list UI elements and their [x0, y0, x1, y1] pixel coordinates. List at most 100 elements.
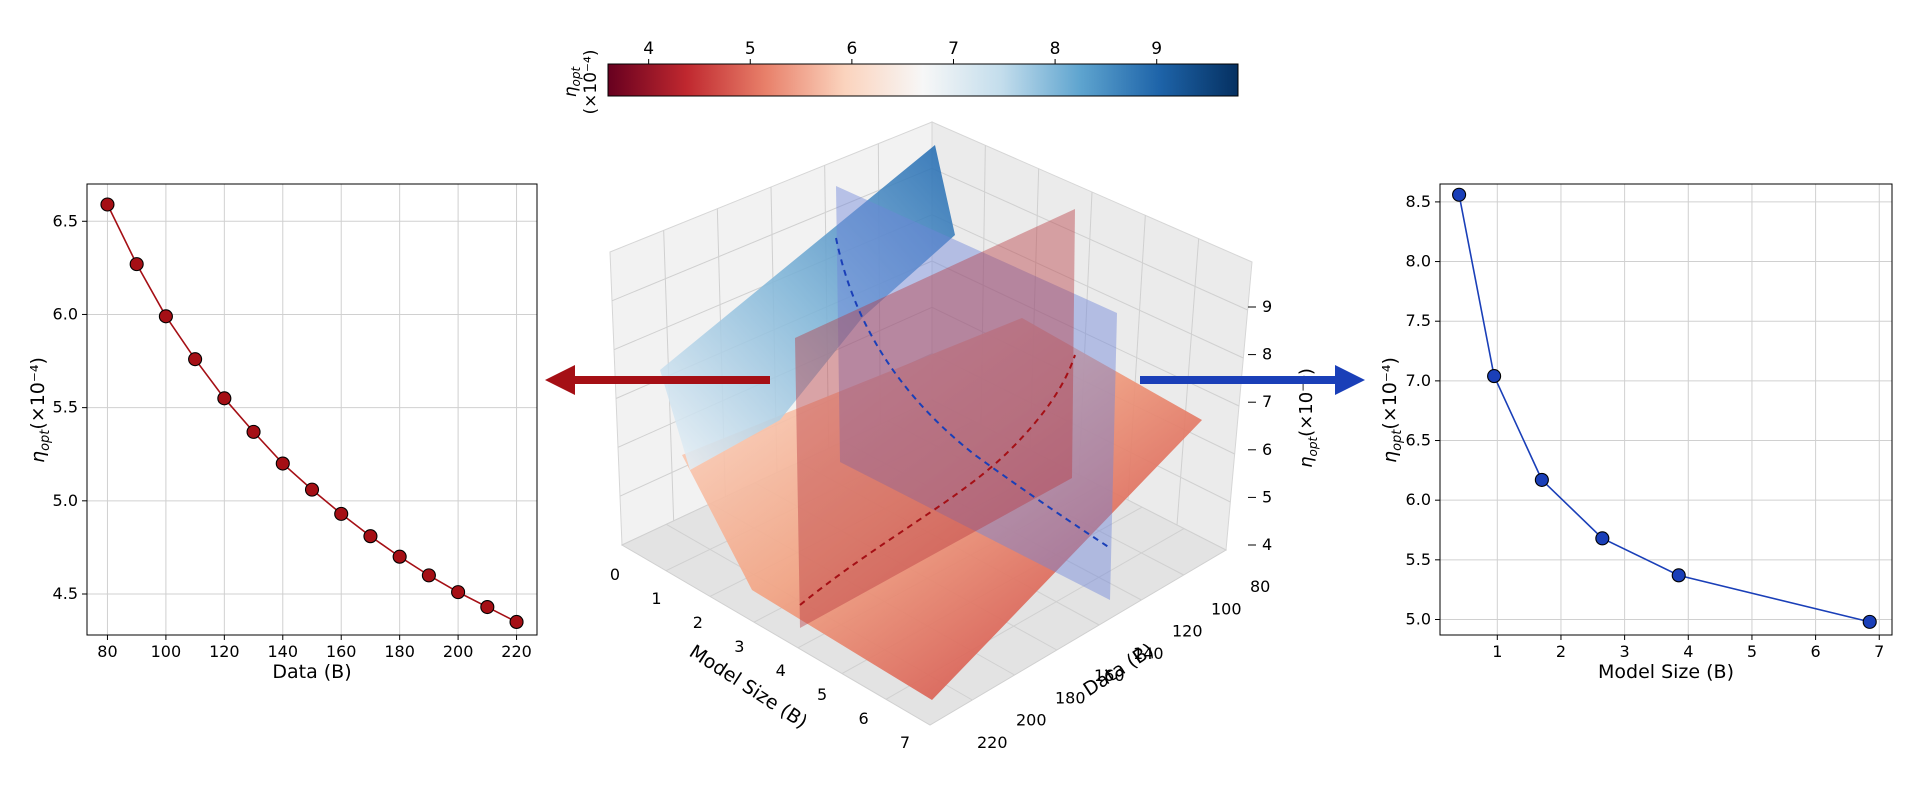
right-chart-grid	[1440, 184, 1892, 635]
right-x-ticks: 1 2 3 4 5 6 7	[1492, 635, 1884, 661]
y-tick-label: 6.0	[53, 304, 78, 323]
svg-text:ηopt(×10⁻⁴): ηopt(×10⁻⁴)	[1379, 357, 1405, 463]
right-series-line	[1458, 194, 1870, 623]
model-size-tick-label: 3	[734, 637, 744, 656]
x-tick-label: 100	[151, 642, 182, 661]
data-point	[304, 482, 320, 497]
x-tick-label: 120	[209, 642, 240, 661]
red-dashed-curve	[799, 354, 1076, 606]
x-tick-label: 2	[1556, 642, 1566, 661]
data-point	[1452, 187, 1467, 202]
eta-tick-label: 6	[1262, 440, 1272, 459]
x-tick-label: 140	[268, 642, 299, 661]
left-ylabel-eta: η	[27, 451, 49, 463]
y-tick-label: 5.5	[53, 398, 78, 417]
right-y-ticks: 5.0 5.5 6.0 6.5 7.0 7.5 8.0 8.5	[1406, 192, 1440, 628]
eta-tick-label: 8	[1262, 345, 1272, 364]
right-y-axis-label: ηopt(×10⁻⁴)	[1379, 357, 1405, 463]
left-y-axis-label: ηopt(×10⁻⁴)	[27, 357, 53, 463]
x-tick-label: 6	[1811, 642, 1821, 661]
eta-tick-label: 4	[1262, 535, 1272, 554]
left-series-points	[100, 197, 524, 630]
model-size-tick-label: 7	[900, 733, 910, 752]
data-point	[100, 197, 115, 212]
y-tick-label: 6.5	[53, 211, 78, 230]
y-tick-label: 6.5	[1406, 431, 1431, 450]
data-tick-label: 80	[1250, 577, 1270, 596]
eta-label-eta: η	[1296, 457, 1317, 468]
colorbar-tick-label: 5	[745, 39, 756, 59]
y-tick-label: 5.5	[1406, 550, 1431, 569]
data-point	[480, 599, 495, 615]
data-tick-label: 200	[1016, 711, 1047, 730]
y-tick-label: 4.5	[53, 584, 78, 603]
data-tick-label: 140	[1133, 644, 1164, 663]
y-tick-label: 7.5	[1406, 311, 1431, 330]
data-tick-label: 220	[977, 733, 1008, 752]
right-line-chart: 1 2 3 4 5 6 7 5.0 5.5 6.0 6.5 7.0 7.5 8.0 8.5 Model S…	[1379, 183, 1893, 683]
right-x-axis-label: Model Size (B)	[1598, 661, 1734, 683]
colorbar-label-eta: η	[561, 86, 581, 97]
colorbar-tick-label: 8	[1050, 39, 1061, 59]
colorbar-label-scale: (×10⁻⁴)	[581, 50, 601, 115]
left-series-line	[106, 204, 517, 623]
right-ylabel-eta: η	[1379, 451, 1401, 463]
data-point	[509, 614, 524, 630]
data-point	[129, 257, 144, 272]
data-point	[188, 352, 203, 367]
model-size-tick-label: 2	[693, 613, 703, 632]
eta-axis-label: ηopt(×10⁻⁴)	[1296, 368, 1320, 468]
arrow-to-left-chart	[545, 365, 770, 395]
data-point	[421, 568, 436, 583]
model-size-axis-label: Model Size (B)	[685, 641, 811, 734]
eta-tick-label: 9	[1262, 297, 1272, 316]
model-size-tick-label: 0	[610, 565, 620, 584]
x-tick-label: 7	[1874, 642, 1884, 661]
x-tick-label: 220	[501, 642, 532, 661]
colorbar-label-sub: opt	[569, 65, 583, 86]
eta-axis-ticks: 4 5 6 7 8 9	[1248, 297, 1272, 554]
svg-text:ηopt(×10⁻⁴): ηopt(×10⁻⁴)	[1296, 368, 1320, 468]
right-ylabel-scale: (×10⁻⁴)	[1379, 357, 1401, 430]
data-point	[1534, 472, 1549, 487]
x-tick-label: 5	[1747, 642, 1757, 661]
eta-tick-label: 5	[1262, 487, 1272, 506]
colorbar-tick-label: 9	[1151, 39, 1162, 59]
x-tick-label: 1	[1492, 642, 1502, 661]
x-tick-label: 200	[443, 642, 474, 661]
data-point	[246, 424, 261, 439]
data-tick-label: 160	[1094, 666, 1125, 685]
colorbar-ticks: 4 5 6 7 8 9	[643, 39, 1162, 64]
data-point	[363, 529, 378, 544]
right-series-points	[1452, 187, 1877, 629]
left-y-ticks: 4.5 5.0 5.5 6.0 6.5	[53, 211, 87, 603]
left-x-axis-label: Data (B)	[272, 661, 351, 683]
x-tick-label: 180	[384, 642, 415, 661]
svg-text:ηopt: ηopt	[561, 65, 583, 97]
svg-text:ηopt(×10⁻⁴): ηopt(×10⁻⁴)	[27, 357, 53, 463]
data-tick-label: 100	[1211, 599, 1242, 618]
y-tick-label: 5.0	[53, 491, 78, 510]
data-point	[1487, 369, 1502, 384]
left-plot-frame	[86, 183, 538, 636]
colorbar: 4 5 6 7 8 9 ηopt (×10⁻⁴)	[561, 39, 1239, 115]
red-surface	[682, 318, 1202, 700]
x-tick-label: 160	[326, 642, 357, 661]
data-point	[217, 391, 232, 406]
data-point	[158, 309, 173, 324]
left-chart-grid	[87, 184, 537, 635]
data-point	[392, 549, 407, 564]
eta-label-scale: (×10⁻⁴)	[1296, 368, 1317, 437]
x-tick-label: 3	[1620, 642, 1630, 661]
model-size-tick-label: 1	[651, 589, 661, 608]
model-size-tick-label: 5	[817, 685, 827, 704]
data-point	[334, 506, 349, 521]
eta-tick-label: 7	[1262, 392, 1272, 411]
eta-label-sub: opt	[1306, 436, 1320, 457]
data-tick-label: 180	[1055, 688, 1086, 707]
arrow-to-right-chart	[1140, 365, 1365, 395]
data-axis-ticks: 80 100 120 140 160 180 200 220	[977, 577, 1270, 752]
model-size-tick-label: 6	[858, 709, 868, 728]
colorbar-tick-label: 7	[948, 39, 959, 59]
